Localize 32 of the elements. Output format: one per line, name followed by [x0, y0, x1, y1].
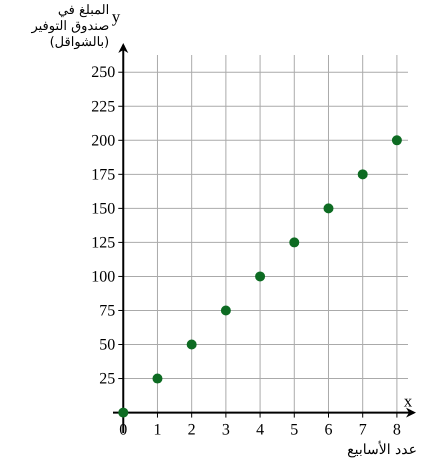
- y-tick-label: 75: [99, 302, 116, 320]
- x-tick-label: 6: [324, 422, 332, 439]
- point: [358, 169, 368, 180]
- y-tick-label: 125: [91, 234, 116, 252]
- x-tick-label: 5: [290, 422, 298, 439]
- y-tick-label: 175: [91, 166, 116, 184]
- x-tick-label: 7: [358, 422, 367, 439]
- y-tick-label: 200: [91, 132, 116, 150]
- y-tick-label: 250: [91, 64, 116, 82]
- point: [220, 305, 231, 316]
- point: [323, 203, 334, 214]
- text: y: [112, 7, 121, 26]
- x-axis-title: عدد الأسابيع: [347, 440, 417, 458]
- y-tick-label: 50: [99, 336, 116, 354]
- y-axis-title: المبلغ في صندوق التوفير (بالشواقل): [30, 3, 110, 50]
- y-tick-label: 25: [99, 370, 116, 388]
- y-tick-label: 150: [91, 200, 116, 218]
- x-tick-label: 3: [222, 422, 230, 439]
- x-tick-label: 1: [153, 422, 162, 439]
- point: [255, 271, 266, 282]
- x-tick-label: 8: [392, 422, 401, 439]
- annotation: x: [404, 392, 413, 411]
- x-tick-label: 4: [256, 422, 264, 439]
- y-tick-label: 225: [91, 98, 116, 116]
- point: [289, 237, 300, 248]
- point: [186, 340, 197, 350]
- point: [392, 135, 402, 146]
- x-tick-label: 2: [188, 422, 196, 439]
- point: [152, 374, 162, 384]
- y-tick-label: 100: [91, 268, 116, 286]
- point: [118, 408, 128, 418]
- x-tick-label: 0: [119, 422, 128, 439]
